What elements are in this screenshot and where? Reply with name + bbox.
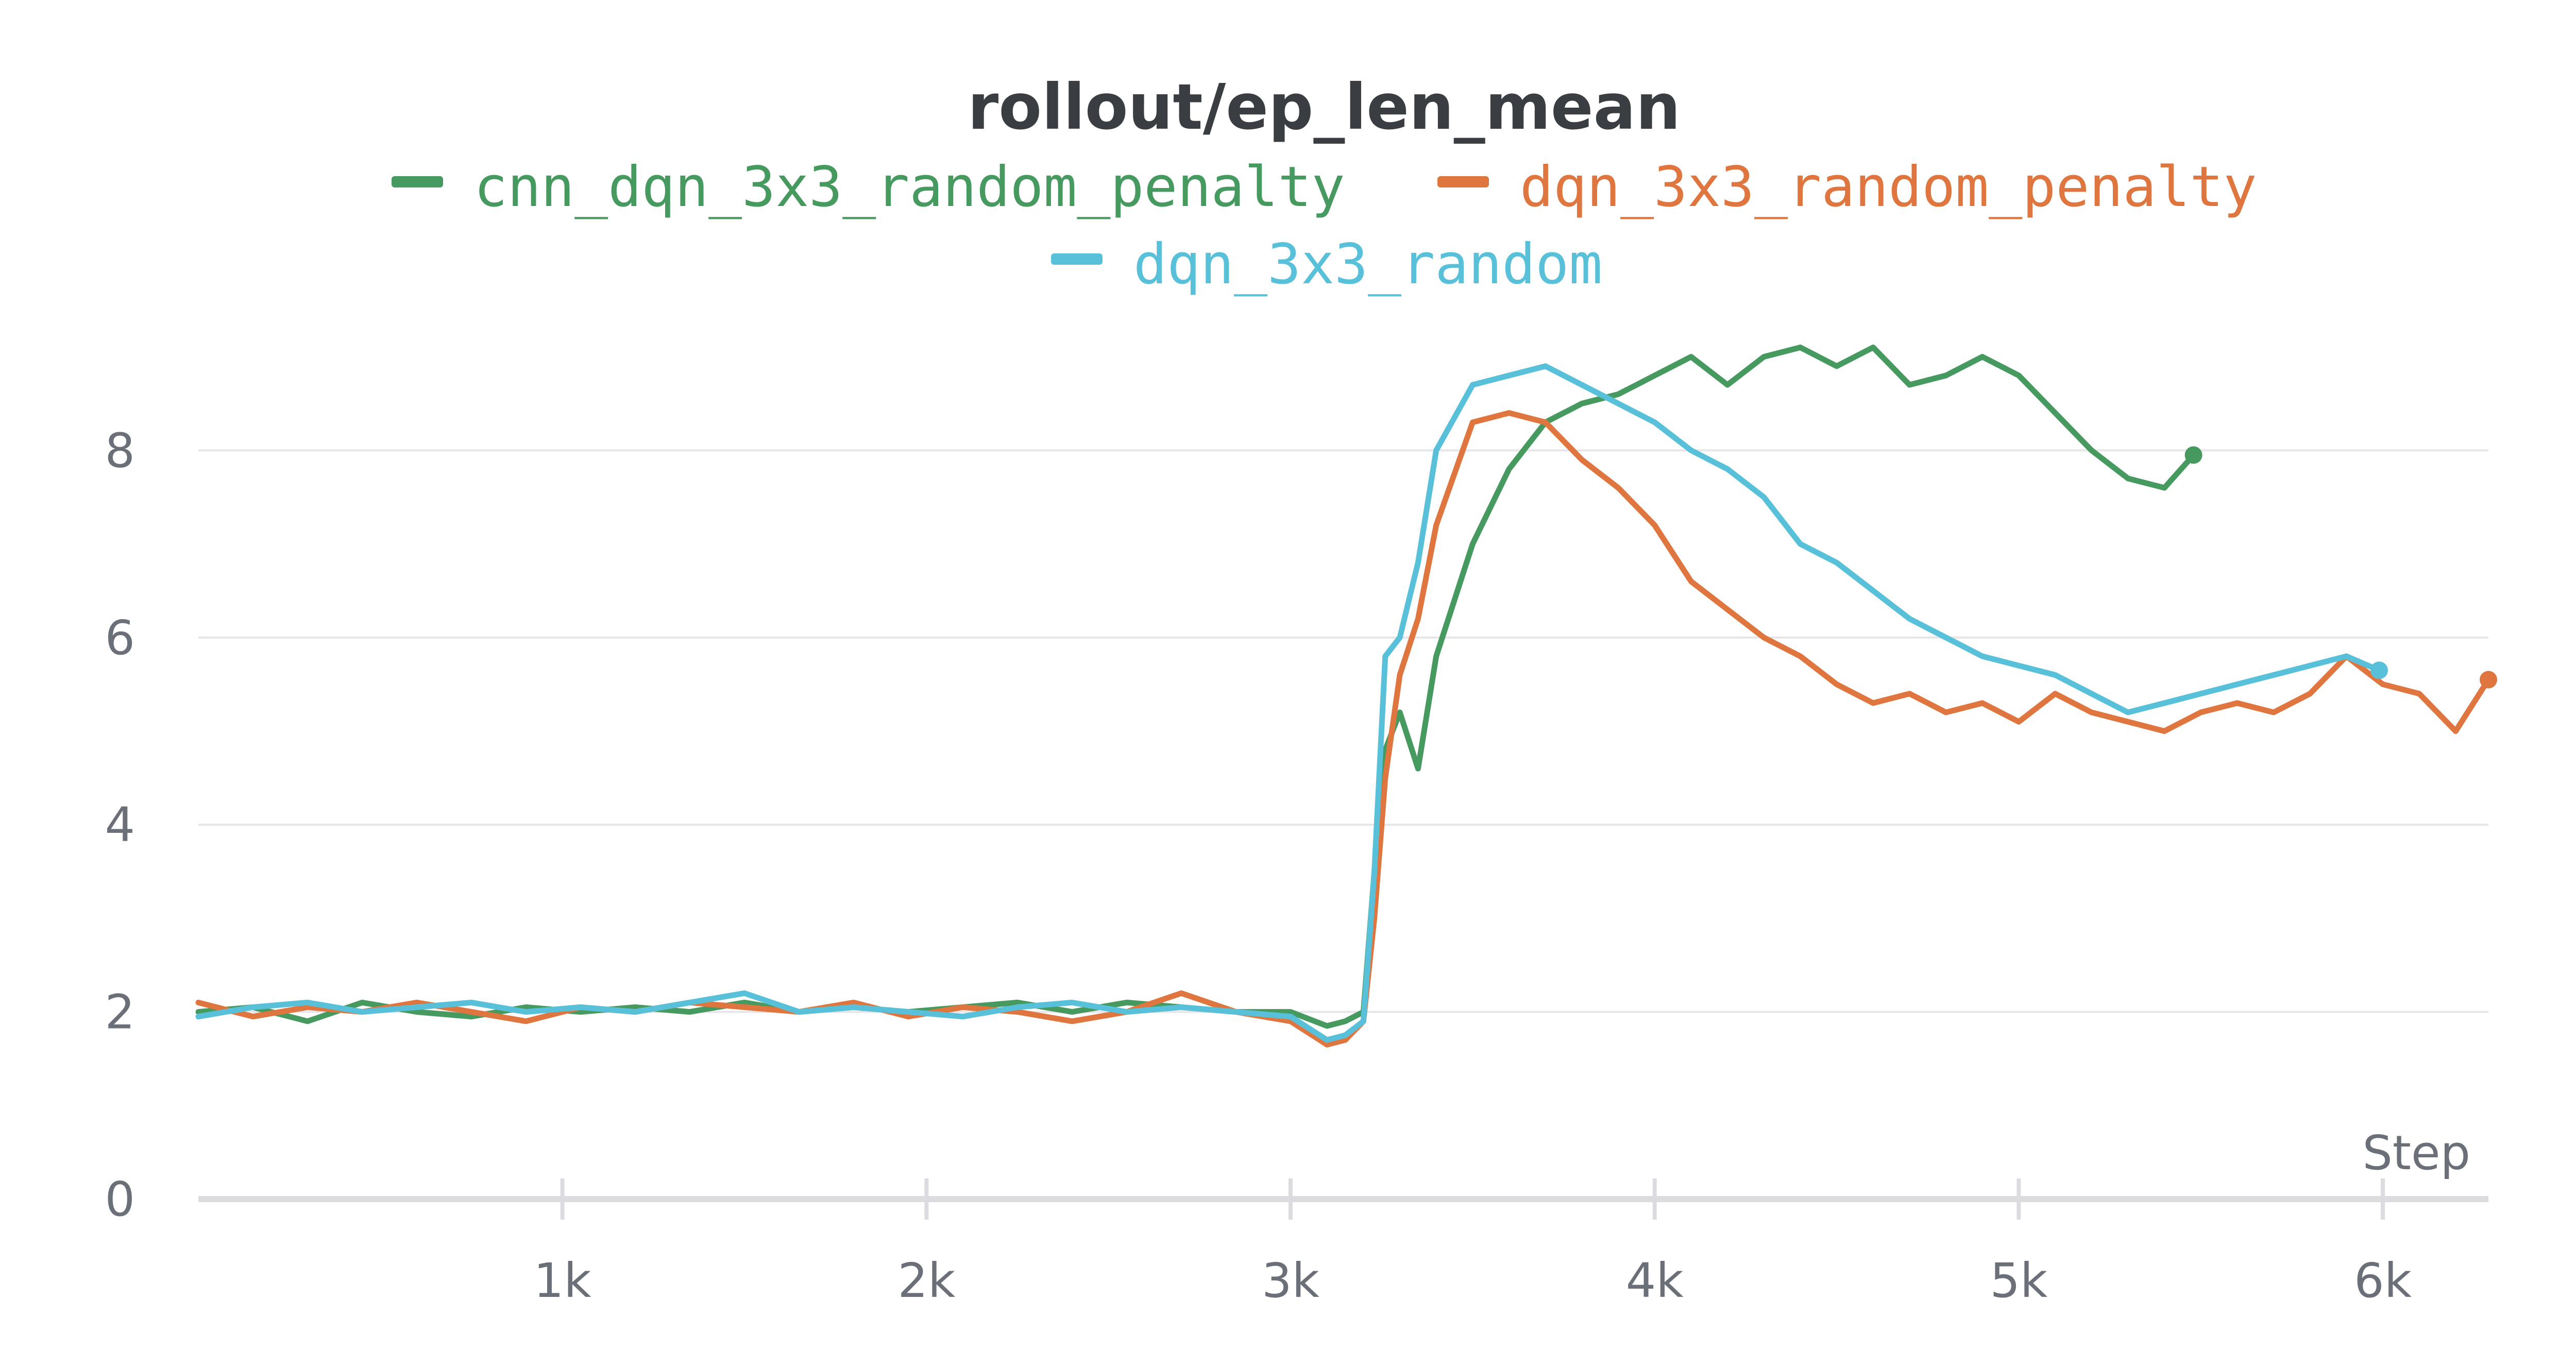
x-tick-label: 4k — [1626, 1253, 1684, 1308]
y-tick-label: 2 — [105, 985, 135, 1040]
legend-label: dqn_3x3_random — [1133, 232, 1602, 297]
x-axis-label: Step — [2363, 1125, 2470, 1181]
legend-label: dqn_3x3_random_penalty — [1520, 155, 2257, 219]
y-axis: 0 2 4 6 8 — [105, 423, 135, 1227]
y-tick-label: 6 — [105, 610, 135, 665]
series-line — [195, 345, 2197, 1029]
series-end-point — [2370, 661, 2388, 679]
series-dqn-3x3-random-penalty — [195, 410, 2497, 1048]
x-tick-label: 2k — [897, 1253, 956, 1308]
y-tick-label: 8 — [105, 423, 135, 478]
x-tick-label: 3k — [1262, 1253, 1320, 1308]
chart-title: rollout/ep_len_mean — [968, 71, 1681, 144]
x-axis: 1k 2k 3k 4k 5k 6k — [198, 1178, 2488, 1308]
y-tick-label: 4 — [105, 797, 135, 852]
x-tick-label: 6k — [2354, 1253, 2412, 1308]
y-tick-label: 0 — [105, 1172, 135, 1227]
series-end-point — [2480, 671, 2497, 689]
series-cnn-dqn-3x3-random-penalty — [195, 345, 2202, 1029]
chart-legend: cnn_dqn_3x3_random_penalty dqn_3x3_random… — [392, 155, 2257, 297]
legend-item: dqn_3x3_random — [1051, 232, 1602, 297]
legend-label: cnn_dqn_3x3_random_penalty — [474, 155, 1345, 219]
legend-item: cnn_dqn_3x3_random_penalty — [392, 155, 1345, 219]
series-dqn-3x3-random — [195, 363, 2388, 1043]
legend-item: dqn_3x3_random_penalty — [1437, 155, 2257, 219]
y-gridlines — [198, 449, 2488, 1013]
series-line — [195, 410, 2492, 1048]
series-line — [195, 363, 2382, 1043]
legend-swatch — [392, 176, 443, 187]
series-end-point — [2184, 446, 2202, 464]
x-tick-label: 5k — [1990, 1253, 2048, 1308]
x-tick-label: 1k — [534, 1253, 592, 1308]
legend-swatch — [1051, 253, 1103, 265]
legend-swatch — [1437, 176, 1489, 187]
series-lines — [195, 345, 2497, 1048]
